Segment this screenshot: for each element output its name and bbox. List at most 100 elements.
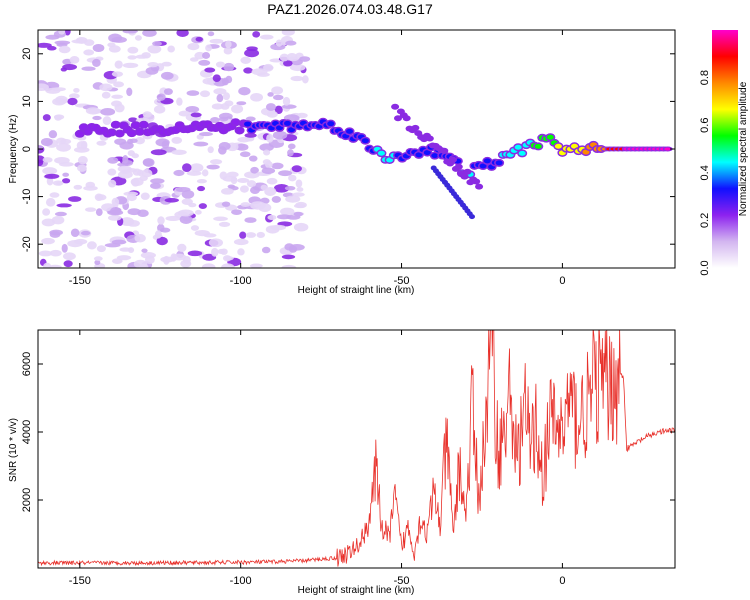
noise-blob: [249, 186, 260, 194]
noise-blob: [48, 130, 58, 139]
x-tick-label: 0: [559, 275, 565, 287]
snr-plot: [38, 330, 675, 567]
noise-blob: [285, 40, 297, 46]
noise-blob: [178, 110, 191, 117]
noise-blob: [107, 168, 117, 176]
noise-blob: [289, 244, 305, 251]
noise-blob: [239, 151, 251, 158]
noise-blob: [221, 263, 235, 268]
noise-blob: [180, 259, 192, 268]
ridge-point: [664, 147, 672, 151]
noise-blob: [194, 230, 210, 237]
noise-blob: [190, 225, 200, 231]
noise-blob: [117, 170, 133, 179]
branch-point: [402, 115, 411, 122]
noise-blob: [250, 201, 266, 210]
noise-blob: [266, 177, 278, 185]
noise-blob: [122, 62, 139, 69]
noise-blob: [235, 143, 249, 151]
spectrogram-xlabel: Height of straight line (km): [298, 285, 415, 296]
noise-blob: [42, 167, 58, 175]
spectrogram-ylabel: Frequency (Hz): [8, 115, 19, 184]
noise-blob: [292, 192, 305, 197]
noise-blob: [272, 94, 284, 101]
noise-blob: [282, 96, 291, 106]
noise-blob: [182, 163, 192, 173]
noise-blob: [92, 115, 102, 121]
x-tick-label: -50: [394, 575, 410, 587]
noise-blob: [51, 215, 65, 225]
noise-blob: [92, 44, 105, 53]
noise-blob: [99, 83, 113, 92]
noise-blob: [272, 130, 288, 140]
noise-blob: [295, 179, 303, 188]
noise-blob: [81, 140, 88, 150]
noise-blob: [156, 93, 166, 101]
noise-blob: [80, 230, 91, 236]
noise-blob: [280, 40, 288, 46]
noise-blob: [95, 208, 103, 216]
noise-blob: [83, 49, 95, 56]
noise-blob: [85, 107, 101, 115]
noise-blob: [126, 220, 140, 227]
noise-blob: [54, 114, 62, 121]
ridge-point: [570, 143, 578, 149]
noise-blob: [273, 183, 290, 193]
noise-blob: [38, 42, 52, 48]
noise-blob: [281, 104, 297, 109]
noise-blob: [142, 111, 152, 118]
noise-blob: [202, 52, 211, 59]
branch-point: [454, 163, 463, 170]
noise-blob: [48, 264, 62, 268]
noise-blob: [52, 180, 64, 186]
ridge-point: [108, 129, 116, 135]
noise-blob: [150, 149, 167, 156]
noise-blob: [126, 193, 137, 202]
ridge-point: [479, 163, 487, 169]
noise-blob: [68, 196, 82, 202]
ridge-point: [236, 127, 244, 133]
noise-blob: [177, 243, 187, 253]
y-tick-label: 20: [21, 48, 33, 60]
noise-blob: [239, 231, 247, 239]
colorbar: 0.0 0.2 0.4 0.6 0.8 Normalized spectral ampl…: [699, 30, 749, 276]
noise-blob: [237, 248, 245, 256]
noise-blob: [302, 75, 309, 84]
ridge-point: [76, 131, 84, 137]
snr-series-line: [38, 330, 675, 567]
noise-blob: [251, 68, 268, 76]
noise-blob: [141, 169, 153, 178]
noise-blob: [220, 103, 230, 110]
noise-blob: [77, 164, 87, 172]
noise-blob: [47, 46, 57, 51]
noise-blob: [126, 87, 133, 97]
noise-blob: [287, 143, 296, 150]
noise-blob: [163, 88, 173, 96]
noise-blob: [194, 209, 202, 215]
noise-blob: [250, 166, 259, 174]
noise-blob: [127, 208, 141, 216]
noise-blob: [45, 87, 61, 94]
y-tick-label: -20: [21, 236, 33, 252]
noise-blob: [68, 93, 80, 99]
noise-blob: [62, 172, 70, 177]
colorbar-ticks: 0.0 0.2 0.4 0.6 0.8: [699, 70, 711, 276]
ridge-point: [276, 125, 284, 131]
noise-blob: [218, 116, 229, 122]
noise-blob: [261, 167, 276, 174]
noise-blob: [249, 263, 263, 268]
noise-blob: [46, 177, 54, 186]
ridge-point: [554, 143, 562, 149]
noise-blob: [293, 222, 309, 232]
noise-blob: [218, 141, 231, 151]
noise-blob: [114, 103, 125, 113]
noise-blob: [176, 97, 183, 106]
noise-blob: [170, 253, 177, 262]
noise-blob: [63, 260, 73, 268]
noise-blob: [117, 165, 132, 173]
noise-blob: [293, 203, 306, 209]
noise-blob: [195, 36, 203, 42]
noise-blob: [187, 250, 203, 257]
noise-blob: [62, 252, 76, 261]
